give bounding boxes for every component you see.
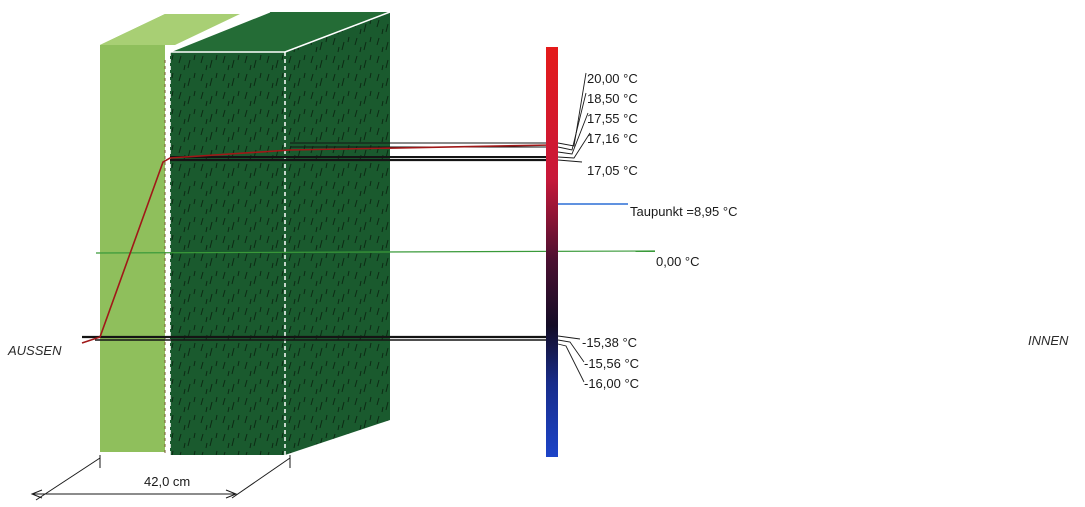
dimension-indicator (30, 455, 291, 501)
zero-line (95, 250, 656, 254)
dimension-label: 42,0 cm (144, 474, 190, 489)
temp-label-minus-1: -15,38 °C (582, 335, 637, 350)
temperature-scale-bar (546, 47, 558, 457)
temp-label-surface-inner: 18,50 °C (587, 91, 638, 106)
temp-label-3: 17,55 °C (587, 111, 638, 126)
cold-temperature-lines (82, 335, 552, 341)
temp-label-5: 17,05 °C (587, 163, 638, 178)
inside-label: INNEN (1028, 333, 1069, 348)
temp-label-outer: -16,00 °C (584, 376, 639, 391)
temp-label-4: 17,16 °C (587, 131, 638, 146)
temperature-profile-line (81, 144, 553, 344)
lower-leader-lines (557, 335, 585, 383)
render-layer (100, 14, 240, 452)
upper-leader-lines (557, 72, 591, 163)
zero-label: 0,00 °C (656, 254, 700, 269)
temp-label-inner: 20,00 °C (587, 71, 638, 86)
insulation-block (164, 11, 391, 455)
outside-label: AUSSEN (7, 343, 62, 358)
temp-label-minus-2: -15,56 °C (584, 356, 639, 371)
dew-point-label: Taupunkt =8,95 °C (630, 204, 737, 219)
